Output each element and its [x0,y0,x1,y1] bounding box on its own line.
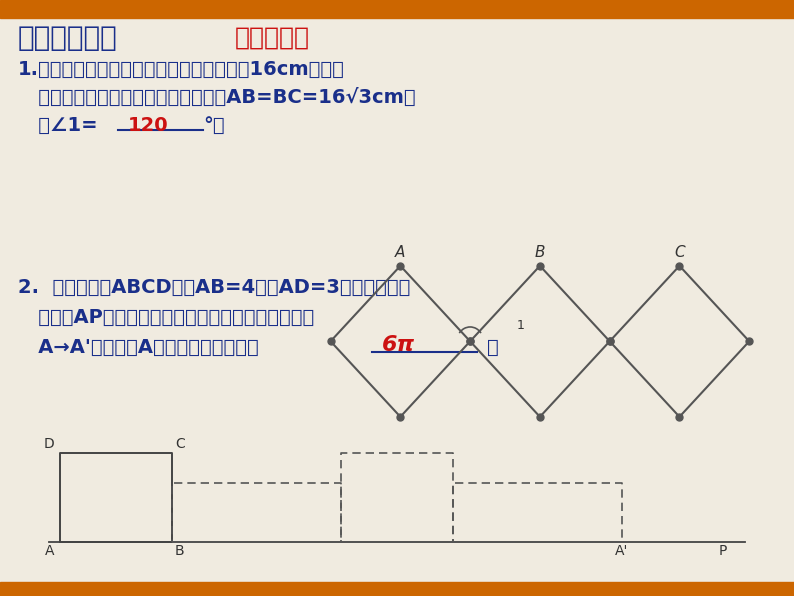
Text: P: P [719,544,727,558]
Text: A: A [44,544,54,558]
Bar [0,582,794,596]
Bar [0,0,794,18]
Text: 。: 。 [487,338,499,357]
Text: 1.如图，根据四边形的不稳定性制作边长为16cm的可活: 1.如图，根据四边形的不稳定性制作边长为16cm的可活 [18,60,345,79]
Text: 在直线AP上，然后不滑动转动，当它转动一周时（: 在直线AP上，然后不滑动转动，当它转动一周时（ [18,308,314,327]
Text: C: C [674,245,684,260]
Text: 6π: 6π [382,335,415,355]
Text: A: A [395,245,406,260]
Text: °。: °。 [203,116,225,135]
Text: D: D [44,437,54,452]
Text: （填空题）: （填空题） [235,26,310,50]
Text: 1: 1 [516,319,524,332]
Text: 三、基本练习: 三、基本练习 [18,24,118,52]
Text: 2.  已知，矩形ABCD的长AB=4，宽AD=3，按如图放置: 2. 已知，矩形ABCD的长AB=4，宽AD=3，按如图放置 [18,278,410,297]
Text: 动的菱形衣架，若墙上钉子间的距离AB=BC=16√3cm，: 动的菱形衣架，若墙上钉子间的距离AB=BC=16√3cm， [18,88,415,107]
Text: B: B [175,544,185,558]
Text: A': A' [615,544,628,558]
Text: A→A'），顶点A所经过的路线长等于: A→A'），顶点A所经过的路线长等于 [18,338,259,357]
Text: 120: 120 [128,116,168,135]
Text: C: C [175,437,185,452]
Text: 则∠1=: 则∠1= [18,116,98,135]
Text: B: B [534,245,545,260]
